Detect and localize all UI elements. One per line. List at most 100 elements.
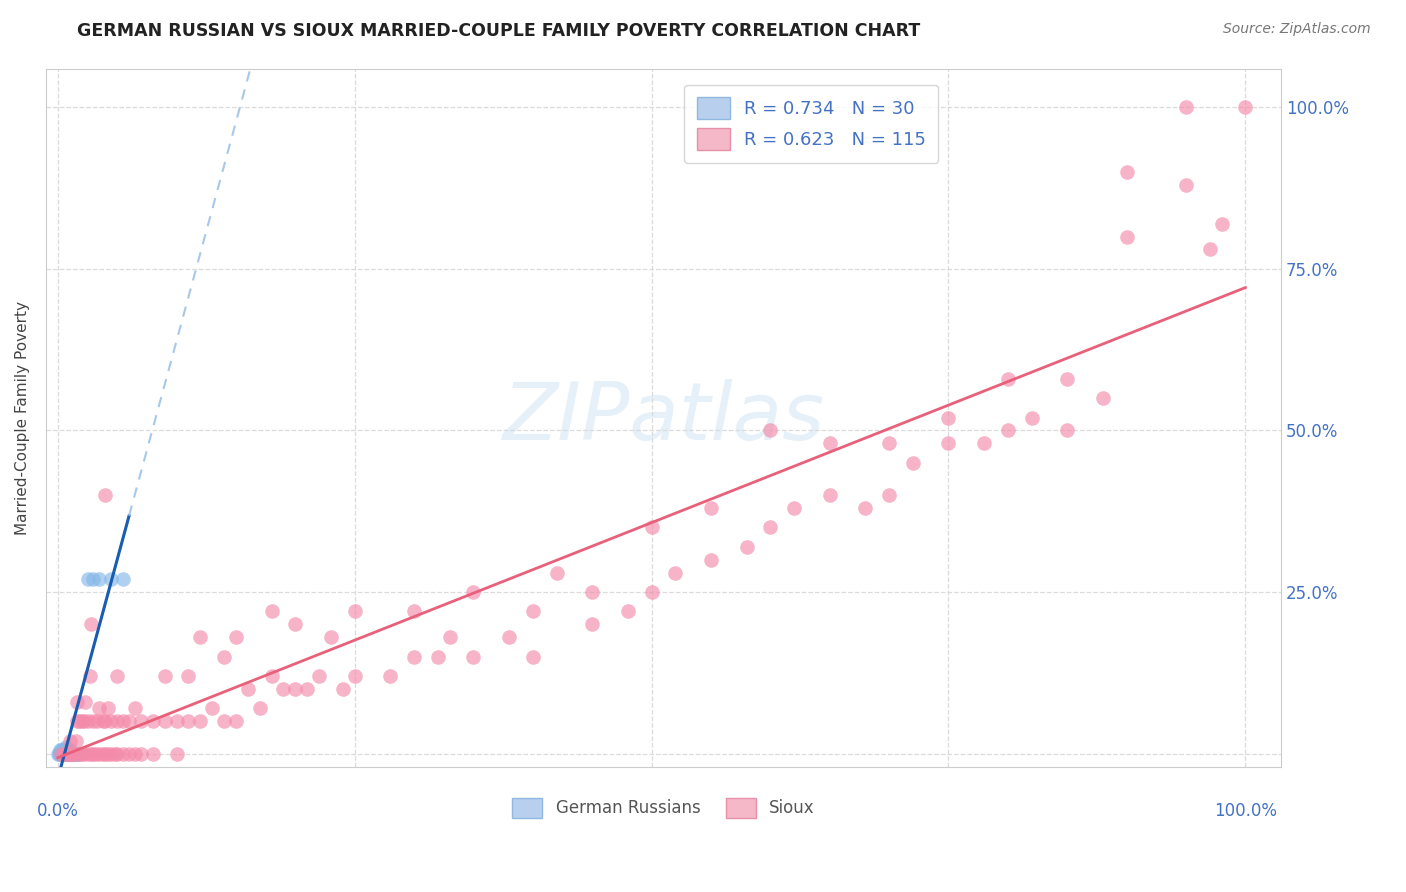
Point bbox=[1056, 372, 1078, 386]
Point bbox=[76, 572, 98, 586]
Point bbox=[91, 747, 114, 761]
Point bbox=[65, 733, 87, 747]
Point bbox=[46, 747, 69, 761]
Point bbox=[73, 714, 96, 729]
Point bbox=[783, 501, 806, 516]
Point bbox=[938, 436, 960, 450]
Point bbox=[118, 747, 141, 761]
Point bbox=[640, 585, 662, 599]
Text: GERMAN RUSSIAN VS SIOUX MARRIED-COUPLE FAMILY POVERTY CORRELATION CHART: GERMAN RUSSIAN VS SIOUX MARRIED-COUPLE F… bbox=[77, 22, 921, 40]
Point bbox=[104, 747, 127, 761]
Point bbox=[105, 669, 128, 683]
Point bbox=[225, 714, 247, 729]
Point bbox=[188, 630, 211, 644]
Point bbox=[94, 747, 117, 761]
Legend: German Russians, Sioux: German Russians, Sioux bbox=[506, 791, 821, 824]
Point bbox=[97, 747, 120, 761]
Point bbox=[997, 372, 1019, 386]
Point bbox=[55, 747, 77, 761]
Point bbox=[59, 747, 82, 761]
Point bbox=[56, 747, 79, 761]
Point bbox=[76, 714, 98, 729]
Point bbox=[79, 669, 101, 683]
Point bbox=[1198, 243, 1220, 257]
Point bbox=[82, 714, 104, 729]
Point bbox=[49, 743, 72, 757]
Point bbox=[759, 424, 782, 438]
Point bbox=[1115, 165, 1137, 179]
Point bbox=[62, 747, 84, 761]
Point bbox=[59, 733, 82, 747]
Point bbox=[1056, 424, 1078, 438]
Point bbox=[236, 681, 259, 696]
Point bbox=[343, 604, 366, 618]
Point bbox=[818, 436, 841, 450]
Point bbox=[67, 747, 90, 761]
Point bbox=[59, 747, 82, 761]
Point bbox=[51, 747, 73, 761]
Point bbox=[700, 501, 723, 516]
Point bbox=[1174, 178, 1197, 192]
Point bbox=[901, 456, 924, 470]
Text: 100.0%: 100.0% bbox=[1213, 802, 1277, 820]
Point bbox=[52, 743, 75, 757]
Point bbox=[142, 714, 165, 729]
Point bbox=[59, 747, 82, 761]
Point bbox=[166, 714, 188, 729]
Point bbox=[284, 681, 307, 696]
Point bbox=[70, 747, 93, 761]
Point bbox=[249, 701, 271, 715]
Point bbox=[308, 669, 330, 683]
Point bbox=[56, 743, 79, 757]
Point bbox=[700, 553, 723, 567]
Point bbox=[53, 743, 76, 757]
Point bbox=[380, 669, 402, 683]
Point bbox=[404, 604, 426, 618]
Point bbox=[52, 747, 75, 761]
Y-axis label: Married-Couple Family Poverty: Married-Couple Family Poverty bbox=[15, 301, 30, 534]
Point bbox=[1115, 229, 1137, 244]
Point bbox=[91, 714, 114, 729]
Point bbox=[260, 669, 283, 683]
Point bbox=[938, 410, 960, 425]
Point bbox=[100, 714, 122, 729]
Point bbox=[759, 520, 782, 534]
Point bbox=[65, 747, 87, 761]
Point bbox=[522, 604, 544, 618]
Point bbox=[463, 585, 485, 599]
Point bbox=[201, 701, 224, 715]
Point bbox=[973, 436, 995, 450]
Point bbox=[212, 649, 235, 664]
Point bbox=[82, 747, 104, 761]
Point bbox=[877, 488, 900, 502]
Point bbox=[1174, 100, 1197, 114]
Point bbox=[62, 747, 84, 761]
Point bbox=[332, 681, 354, 696]
Point bbox=[58, 747, 80, 761]
Point bbox=[70, 714, 93, 729]
Point bbox=[153, 669, 176, 683]
Point bbox=[498, 630, 520, 644]
Text: 0.0%: 0.0% bbox=[37, 802, 79, 820]
Point bbox=[66, 747, 89, 761]
Point bbox=[67, 747, 90, 761]
Point bbox=[426, 649, 449, 664]
Point bbox=[212, 714, 235, 729]
Point bbox=[84, 747, 107, 761]
Point bbox=[343, 669, 366, 683]
Point bbox=[284, 617, 307, 632]
Point bbox=[100, 747, 122, 761]
Point bbox=[67, 714, 90, 729]
Point bbox=[51, 743, 73, 757]
Point bbox=[80, 617, 103, 632]
Point bbox=[735, 540, 758, 554]
Point bbox=[404, 649, 426, 664]
Point bbox=[60, 747, 83, 761]
Point bbox=[66, 695, 89, 709]
Point bbox=[89, 701, 111, 715]
Point bbox=[52, 747, 75, 761]
Point bbox=[997, 424, 1019, 438]
Point bbox=[94, 714, 117, 729]
Point bbox=[63, 747, 86, 761]
Point bbox=[853, 501, 876, 516]
